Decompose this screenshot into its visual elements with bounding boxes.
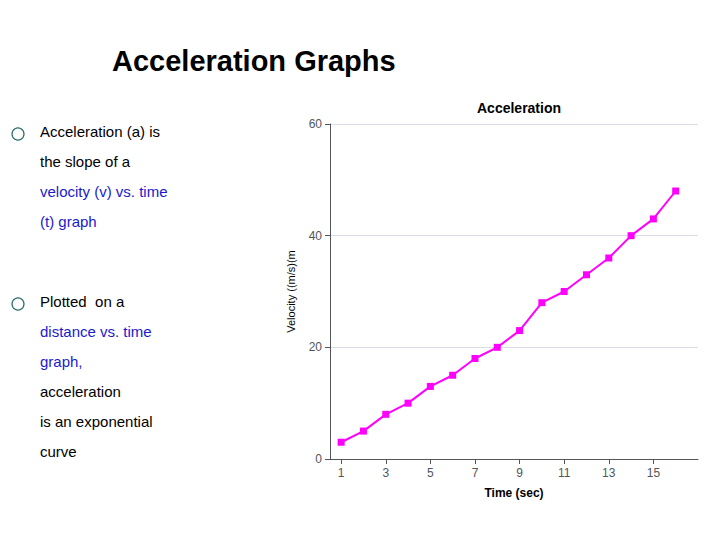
svg-text:3: 3 xyxy=(382,466,389,480)
svg-text:Acceleration: Acceleration xyxy=(477,100,561,116)
svg-text:60: 60 xyxy=(309,117,323,131)
svg-text:5: 5 xyxy=(427,466,434,480)
svg-text:9: 9 xyxy=(516,466,523,480)
svg-text:curve: curve xyxy=(40,443,77,460)
svg-text:7: 7 xyxy=(472,466,479,480)
svg-text:13: 13 xyxy=(602,466,616,480)
svg-text:velocity (v) vs. time: velocity (v) vs. time xyxy=(40,183,168,200)
svg-text:11: 11 xyxy=(558,466,571,480)
svg-text:the slope of a: the slope of a xyxy=(40,153,131,170)
svg-text:20: 20 xyxy=(309,340,323,354)
svg-text:15: 15 xyxy=(647,466,661,480)
svg-text:Plotted on a: Plotted on a xyxy=(40,293,125,310)
svg-text:Time (sec): Time (sec) xyxy=(484,486,543,500)
svg-text:distance vs. time: distance vs. time xyxy=(40,323,152,340)
svg-text:is an exponential: is an exponential xyxy=(40,413,153,430)
svg-text:graph,: graph, xyxy=(40,353,83,370)
svg-text:1: 1 xyxy=(338,466,345,480)
svg-text:acceleration: acceleration xyxy=(40,383,121,400)
svg-text:Acceleration (a) is: Acceleration (a) is xyxy=(40,123,160,140)
svg-text:0: 0 xyxy=(315,452,322,466)
svg-text:40: 40 xyxy=(309,229,323,243)
svg-text:Acceleration Graphs: Acceleration Graphs xyxy=(112,45,396,77)
svg-text:Velocity ((m/s)(m: Velocity ((m/s)(m xyxy=(285,250,297,333)
svg-text:(t) graph: (t) graph xyxy=(40,213,97,230)
